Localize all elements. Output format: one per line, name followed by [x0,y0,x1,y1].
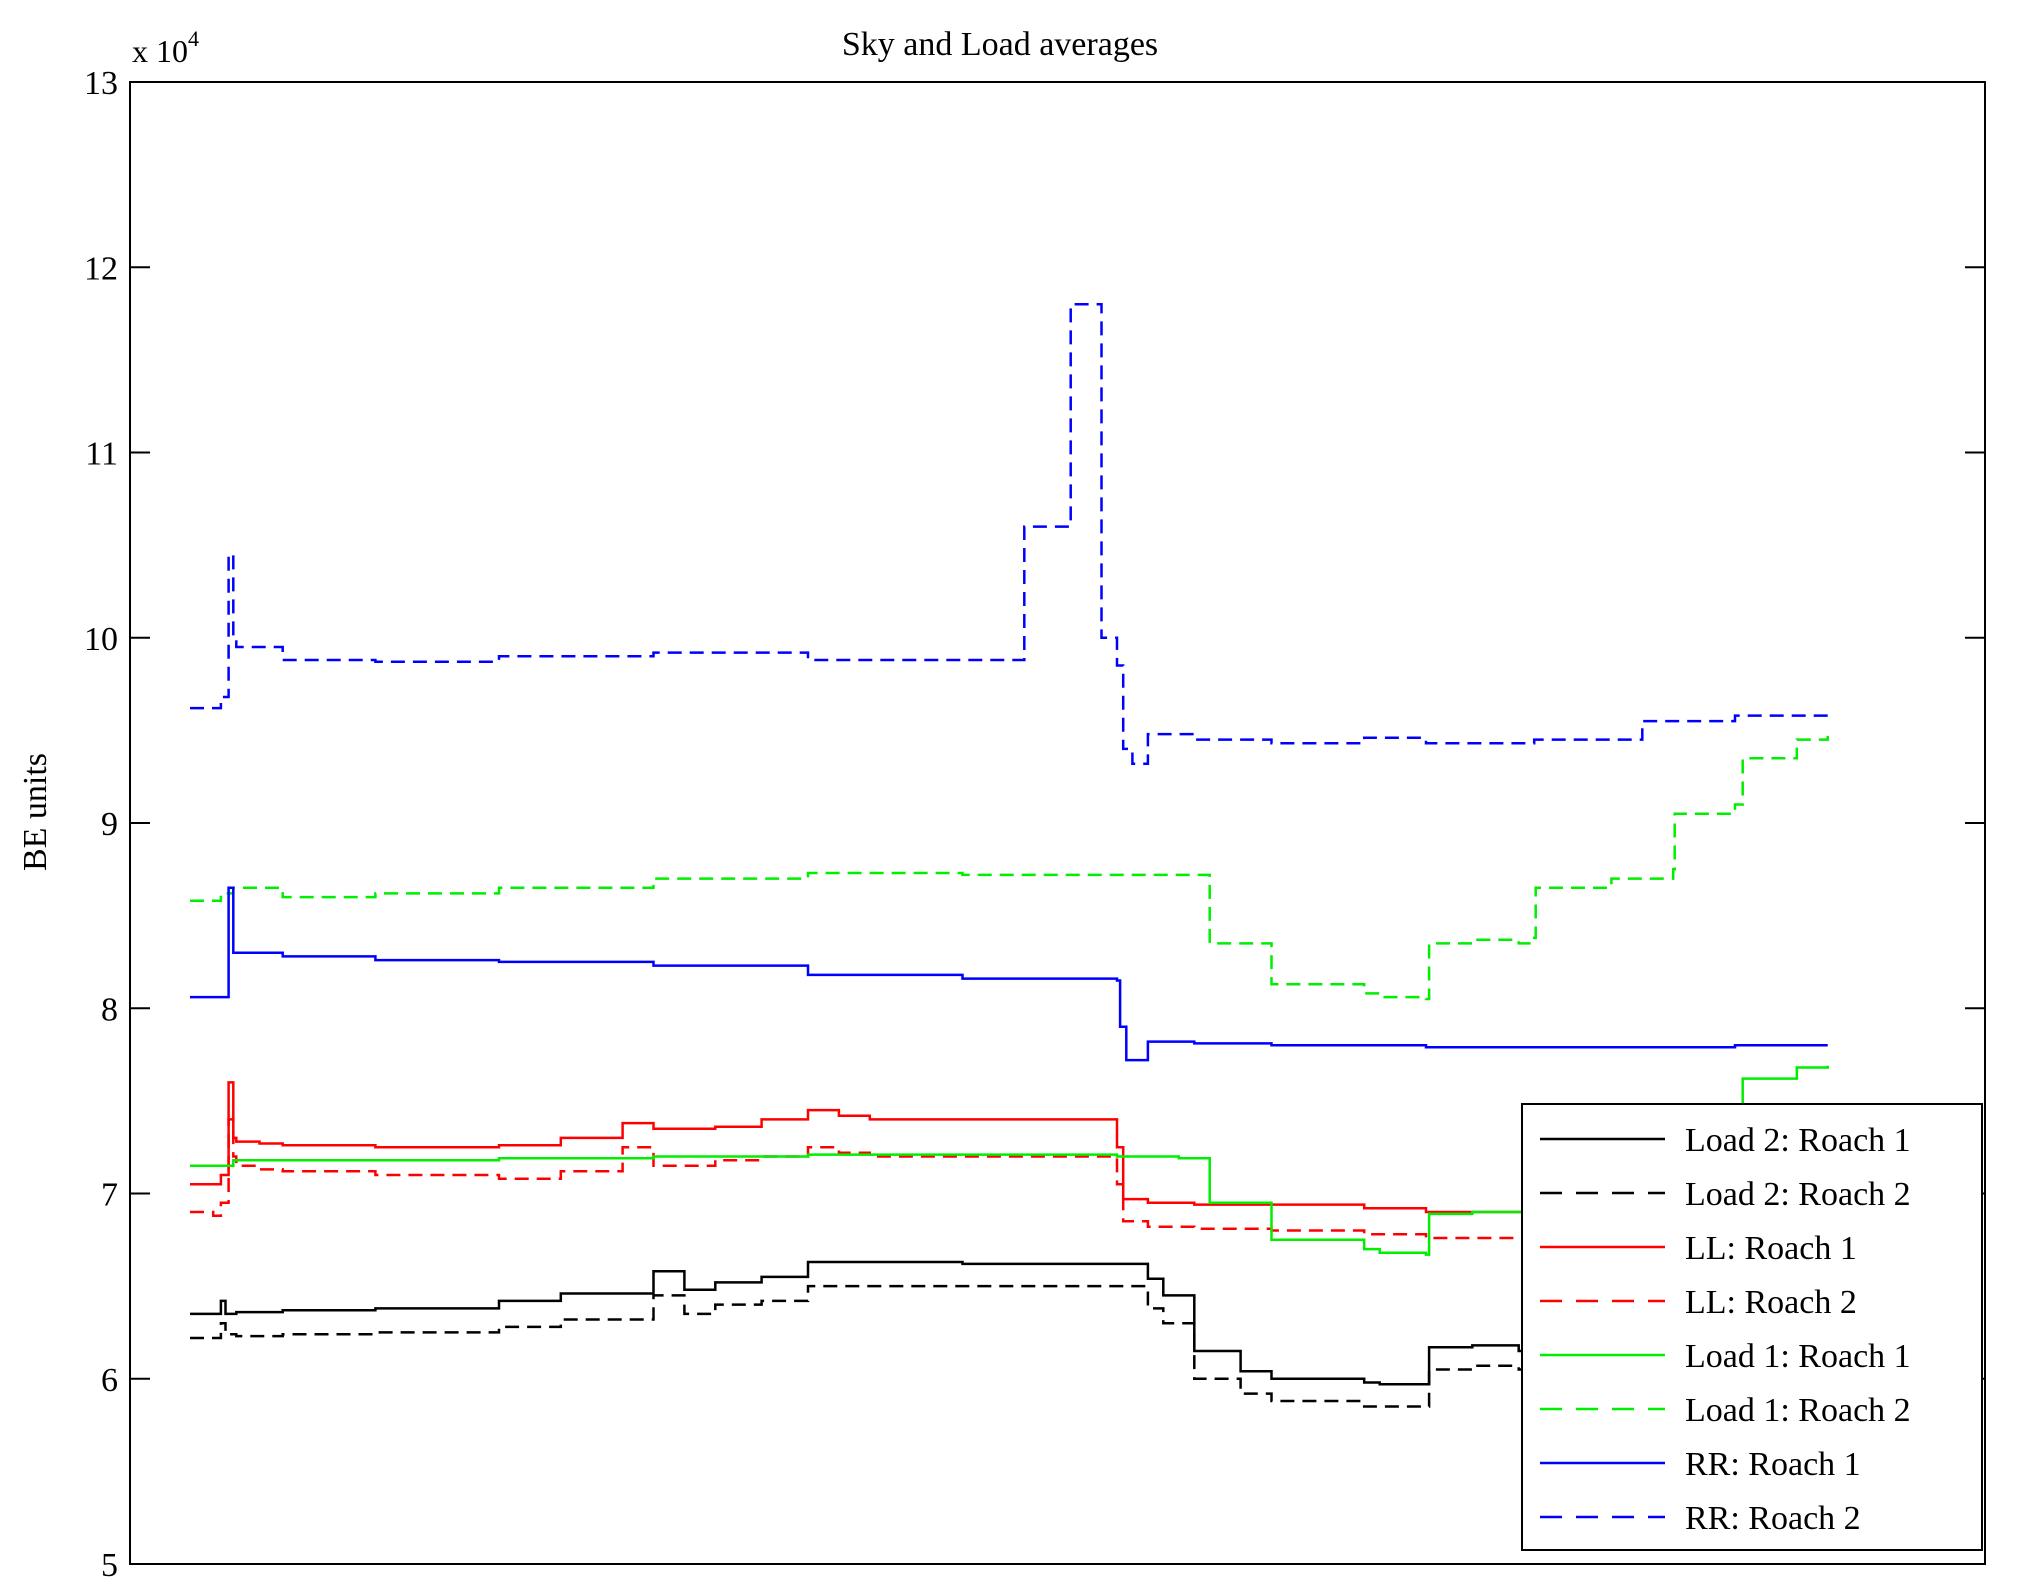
series-line-load-1-roach-2 [190,735,1829,1001]
svg-text:x 104: x 104 [132,26,199,69]
legend-label-rr-roach-2: RR: Roach 2 [1685,1500,1861,1537]
ticks-layer: 5 6 7 8 9 10 11 12 13 [84,65,1985,1584]
y-multiplier-exponent: 4 [188,26,199,51]
plot-frame [129,81,1986,1565]
legend-label-load-1-roach-2: Load 1: Roach 2 [1685,1392,1911,1429]
y-tick-label: 7 [101,1177,118,1214]
chart-title: Sky and Load averages [842,26,1158,63]
legend-label-load-2-roach-1: Load 2: Roach 1 [1685,1122,1911,1159]
y-multiplier-label: x 10 [132,33,188,69]
y-tick-label: 6 [101,1362,118,1399]
y-tick-label: 8 [101,991,118,1028]
series-line-load-2-roach-2 [190,1284,1737,1408]
legend-label-ll-roach-1: LL: Roach 1 [1685,1230,1857,1267]
legend: Load 2: Roach 1 Load 2: Roach 2 LL: Roach … [1521,1103,1983,1551]
y-tick-label: 10 [84,621,118,658]
legend-label-load-2-roach-2: Load 2: Roach 2 [1685,1176,1911,1213]
series-line-rr-roach-2 [190,303,1829,765]
y-tick-label: 5 [101,1547,118,1584]
legend-label-load-1-roach-1: Load 1: Roach 1 [1685,1338,1911,1375]
y-tick-label: 9 [101,806,118,843]
y-tick-label: 11 [85,436,118,473]
legend-box [1521,1103,1983,1551]
y-axis-label: BE units [17,753,54,871]
series-line-load-2-roach-1 [190,1260,1536,1386]
series-line-rr-roach-1 [190,886,1828,1062]
legend-label-ll-roach-2: LL: Roach 2 [1685,1284,1857,1321]
legend-items: Load 2: Roach 1 Load 2: Roach 2 LL: Roach … [1540,1122,1911,1537]
series-line-ll-roach-2 [190,1118,1735,1243]
y-tick-label: 12 [84,250,118,287]
y-multiplier: x 104 [132,26,199,69]
legend-label-rr-roach-1: RR: Roach 1 [1685,1446,1861,1483]
y-tick-label: 13 [84,65,118,102]
series-line-ll-roach-1 [190,1081,1735,1221]
